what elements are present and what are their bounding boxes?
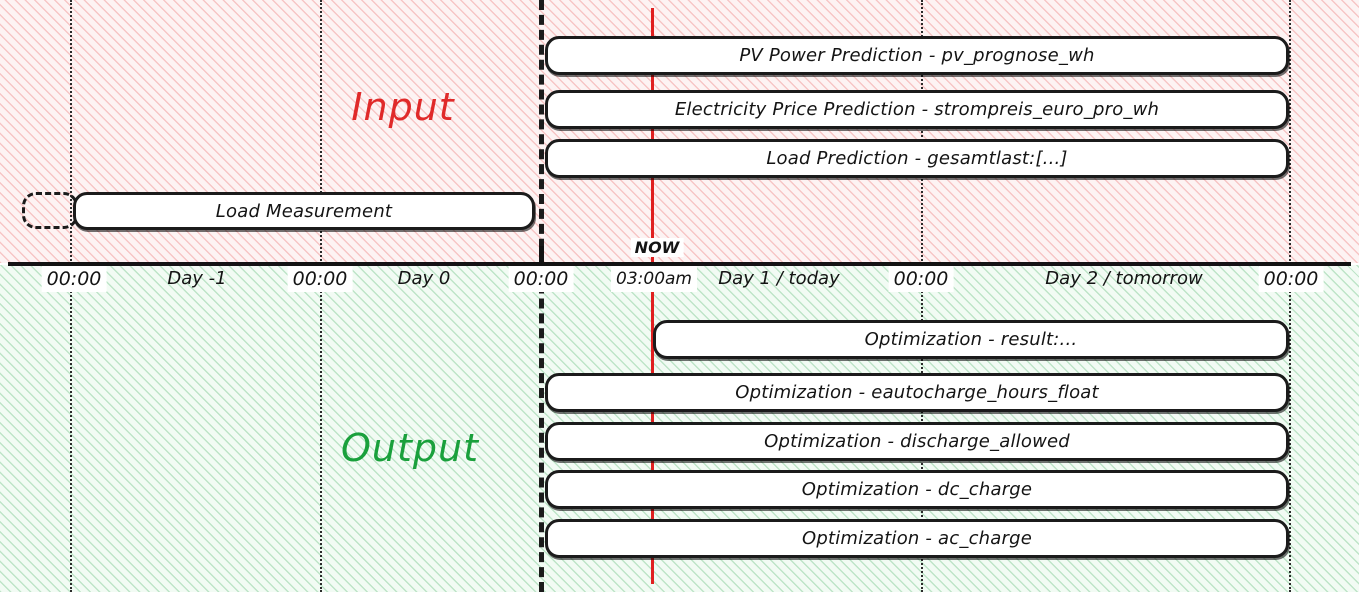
gridline-day2-end	[1289, 0, 1291, 592]
axis-label-day0: Day 0	[397, 268, 451, 289]
output-bar-discharge-allowed[interactable]: Optimization - discharge_allowed	[545, 422, 1289, 461]
input-bar-load-prediction[interactable]: Load Prediction - gesamtlast:[...]	[545, 139, 1289, 178]
axis-label-day1: Day 1 / today	[718, 268, 840, 289]
input-bar-load-measurement[interactable]: Load Measurement	[73, 192, 535, 230]
gridline-day2-start	[921, 0, 923, 592]
output-bar-optimization-result[interactable]: Optimization - result:...	[653, 320, 1289, 359]
axis-label-day-minus1: Day -1	[167, 268, 227, 289]
output-bar-dc-charge[interactable]: Optimization - dc_charge	[545, 470, 1289, 509]
axis-label-00-00-day0: 00:00	[287, 266, 353, 292]
axis-label-00-00-day1: 00:00	[508, 266, 574, 292]
output-bar-eautocharge-hours-float-label: Optimization - eautocharge_hours_float	[735, 382, 1099, 403]
input-bar-load-measurement-continuation	[22, 192, 78, 229]
input-bar-load-measurement-label: Load Measurement	[215, 200, 393, 222]
axis-label-00-00-day2: 00:00	[888, 266, 954, 292]
input-bar-electricity-price-prediction-label: Electricity Price Prediction - stromprei…	[674, 99, 1160, 120]
axis-tick-day1	[539, 246, 544, 262]
output-bar-eautocharge-hours-float[interactable]: Optimization - eautocharge_hours_float	[545, 373, 1289, 412]
axis-label-day2: Day 2 / tomorrow	[1045, 268, 1203, 289]
now-line	[651, 8, 654, 584]
output-section-title: Output	[341, 426, 479, 470]
output-bar-ac-charge-label: Optimization - ac_charge	[801, 528, 1033, 549]
axis-label-now-time: 03:00am	[611, 266, 697, 292]
input-bar-load-prediction-label: Load Prediction - gesamtlast:[...]	[766, 148, 1068, 169]
input-bar-pv-power-prediction[interactable]: PV Power Prediction - pv_prognose_wh	[545, 36, 1289, 75]
axis-label-00-00-day-minus1: 00:00	[41, 266, 107, 292]
gridline-day-minus1-start	[70, 0, 72, 592]
axis-label-00-00-day2-end: 00:00	[1258, 266, 1324, 292]
input-section-title: Input	[351, 85, 455, 129]
output-bar-ac-charge[interactable]: Optimization - ac_charge	[545, 519, 1289, 558]
output-bar-optimization-result-label: Optimization - result:...	[864, 329, 1078, 350]
input-bar-electricity-price-prediction[interactable]: Electricity Price Prediction - stromprei…	[545, 90, 1289, 129]
output-bar-discharge-allowed-label: Optimization - discharge_allowed	[764, 431, 1070, 452]
now-label: NOW	[630, 238, 684, 257]
gridline-day1-start-thick	[539, 0, 544, 592]
gridline-day0-start	[320, 0, 322, 592]
time-axis	[8, 262, 1351, 266]
input-bar-pv-power-prediction-label: PV Power Prediction - pv_prognose_wh	[739, 45, 1095, 66]
output-bar-dc-charge-label: Optimization - dc_charge	[801, 479, 1033, 500]
